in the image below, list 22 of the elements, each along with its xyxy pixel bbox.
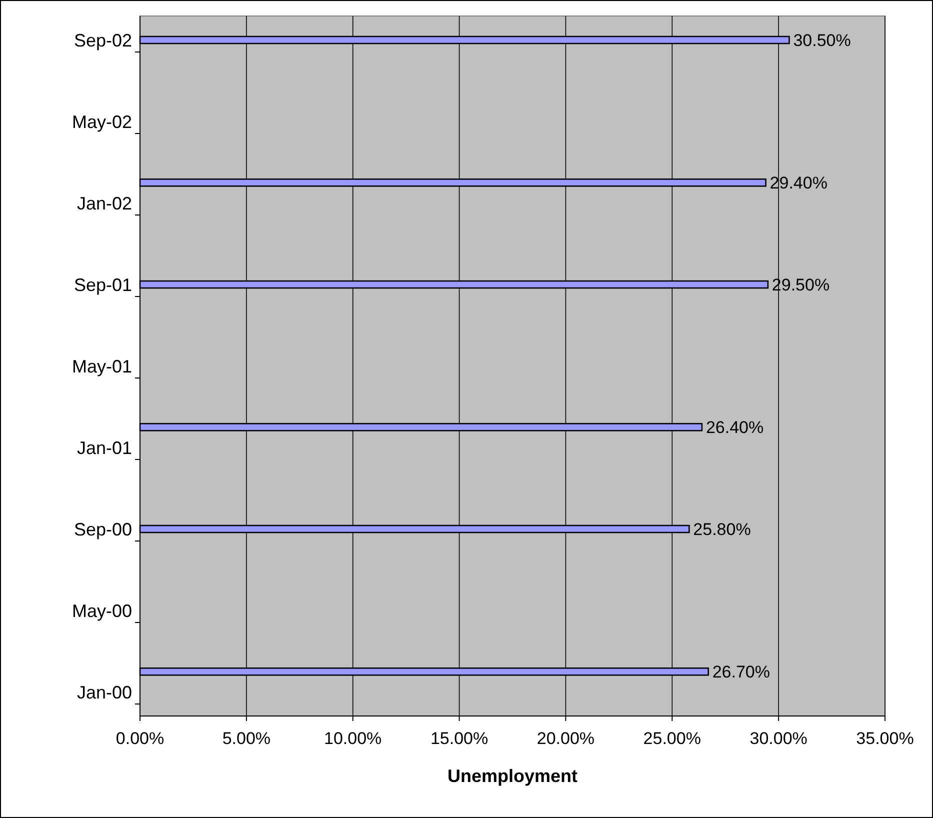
y-tick-label: Jan-00 — [76, 682, 132, 702]
y-tick-label: Jan-01 — [76, 438, 132, 458]
x-tick-label: 25.00% — [643, 729, 701, 748]
x-axis-title: Unemployment — [447, 766, 578, 786]
data-label: 30.50% — [793, 30, 851, 50]
x-tick-label: 30.00% — [750, 729, 808, 748]
x-tick-label: 5.00% — [222, 729, 271, 748]
x-tick-label: 15.00% — [430, 729, 488, 748]
y-tick-label: May-01 — [72, 356, 132, 376]
y-tick-label: Sep-02 — [74, 30, 132, 50]
data-label: 26.70% — [712, 662, 770, 682]
x-tick-label: 20.00% — [536, 729, 595, 748]
y-tick-label: May-00 — [72, 600, 132, 621]
y-tick-label: May-02 — [72, 112, 132, 132]
x-tick-label: 0.00% — [116, 729, 164, 748]
y-tick-label: Jan-02 — [76, 193, 132, 214]
x-tick-label: 35.00% — [856, 729, 914, 748]
data-label: 26.40% — [706, 418, 764, 438]
data-label: 25.80% — [693, 520, 751, 539]
x-tick-label: 10.00% — [324, 729, 382, 748]
y-tick-label: Sep-00 — [74, 519, 132, 540]
y-tick-label: Sep-01 — [74, 274, 132, 295]
